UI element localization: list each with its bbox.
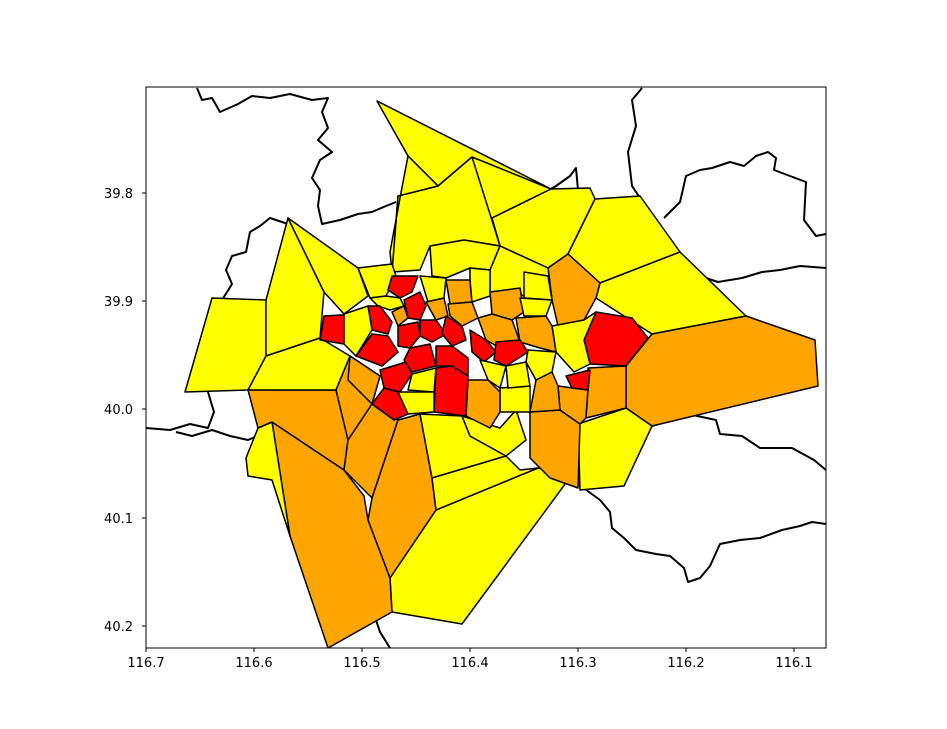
y-tick-label: 39.9 — [104, 295, 133, 310]
x-tick-label: 116.1 — [775, 656, 812, 671]
region-cell — [523, 271, 553, 301]
region-cell — [387, 275, 419, 299]
map-plot-area — [146, 87, 826, 648]
region-cell — [445, 279, 473, 305]
x-tick-label: 116.6 — [235, 656, 272, 671]
region-cell — [469, 267, 491, 303]
boundary-northeast — [663, 151, 826, 237]
map-cells — [184, 100, 819, 648]
region-cell — [397, 321, 421, 349]
region-cell — [551, 311, 597, 373]
x-tick-label: 116.2 — [667, 656, 704, 671]
region-cell — [355, 333, 399, 367]
region-cell — [585, 365, 627, 419]
region-cell — [529, 371, 561, 413]
region-cell — [403, 343, 437, 373]
boundary-north-2 — [627, 87, 643, 199]
region-cell — [519, 297, 553, 317]
y-tick-label: 40.1 — [104, 512, 133, 527]
x-axis: 116.7 116.6 116.5 116.4 116.3 116.2 116.… — [127, 648, 813, 671]
x-tick-marks — [145, 648, 795, 652]
y-axis: 39.8 39.9 40.0 40.1 40.2 — [104, 187, 146, 635]
region-cell — [435, 345, 469, 377]
region-cell — [505, 361, 531, 389]
region-cell — [397, 391, 435, 415]
region-cell — [343, 305, 373, 357]
region-cell — [499, 385, 531, 413]
x-tick-label: 116.7 — [127, 656, 164, 671]
region-cell — [577, 407, 653, 491]
axes-frame — [145, 86, 827, 649]
region-cell — [479, 359, 507, 389]
region-cell — [441, 315, 467, 347]
y-tick-label: 40.0 — [104, 403, 133, 418]
region-cell — [425, 297, 449, 321]
boundary-north-1 — [196, 87, 397, 225]
region-cell — [379, 361, 413, 393]
boundary-south-east — [577, 483, 826, 583]
y-tick-marks — [142, 192, 146, 627]
region-cell — [347, 355, 381, 405]
y-tick-label: 39.8 — [104, 187, 133, 202]
region-cell — [403, 291, 427, 321]
region-cell — [565, 369, 591, 391]
x-tick-label: 116.3 — [559, 656, 596, 671]
region-cell — [493, 339, 529, 367]
region-cell — [447, 301, 479, 327]
region-cell — [547, 253, 601, 327]
region-cell — [287, 217, 369, 315]
x-tick-label: 116.5 — [343, 656, 380, 671]
y-tick-label: 40.2 — [104, 620, 133, 635]
boundary-southeast — [651, 413, 826, 471]
boundary-southwest — [175, 429, 263, 441]
region-cell — [469, 329, 497, 363]
region-cell — [431, 455, 539, 511]
x-tick-label: 116.4 — [451, 656, 488, 671]
region-cell — [489, 287, 525, 321]
